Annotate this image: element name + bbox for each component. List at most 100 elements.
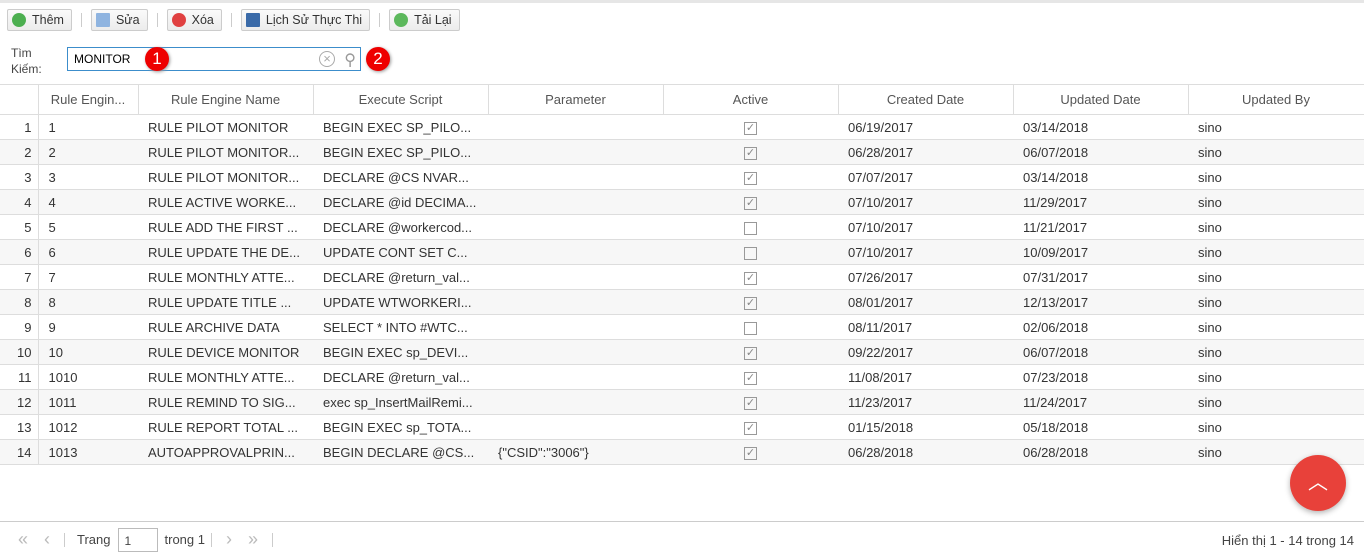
refresh-icon [394, 12, 409, 27]
delete-button[interactable]: Xóa [166, 8, 222, 31]
add-button[interactable]: Thêm [7, 8, 72, 31]
cell: 4 [38, 189, 138, 215]
table-row[interactable]: 7 7 RULE MONTHLY ATTE... DECLARE @return_va… [0, 264, 1364, 290]
cell: 11/29/2017 [1013, 189, 1188, 215]
column-header[interactable]: Active [663, 84, 839, 115]
page-label: Trang [77, 532, 111, 547]
column-header[interactable] [0, 84, 39, 115]
cell: sino [1188, 264, 1364, 290]
search-input[interactable] [68, 48, 308, 70]
cell: 1 [38, 114, 138, 140]
cell: RULE ARCHIVE DATA [138, 314, 313, 340]
cell: 9 [38, 314, 138, 340]
cell: 09/22/2017 [838, 339, 1013, 365]
active-checkbox[interactable] [744, 246, 757, 260]
divider [379, 12, 381, 27]
active-cell: ✓ [663, 189, 838, 215]
cell: 08/11/2017 [838, 314, 1013, 340]
divider [210, 532, 212, 547]
cell: 1010 [38, 364, 138, 390]
table-row[interactable]: 1 1 RULE PILOT MONITOR BEGIN EXEC SP_PILO..… [0, 114, 1364, 140]
active-checkbox[interactable]: ✓ [744, 171, 757, 185]
cell [488, 389, 663, 415]
active-checkbox[interactable]: ✓ [744, 371, 757, 385]
edit-button[interactable]: Sửa [90, 8, 148, 31]
reload-button[interactable]: Tải Lại [389, 8, 460, 31]
column-header[interactable]: Execute Script [313, 84, 489, 115]
active-checkbox[interactable]: ✓ [744, 396, 757, 410]
cell: {"CSID":"3006"} [488, 439, 663, 465]
page-input[interactable]: 1 [117, 527, 158, 552]
cell: 06/07/2018 [1013, 139, 1188, 165]
row-number: 14 [0, 439, 39, 465]
column-header[interactable]: Created Date [838, 84, 1014, 115]
cell: sino [1188, 139, 1364, 165]
table-row[interactable]: 2 2 RULE PILOT MONITOR... BEGIN EXEC SP_PIL… [0, 139, 1364, 165]
search-box: × ⚲ [67, 47, 361, 71]
active-checkbox[interactable]: ✓ [744, 196, 757, 210]
active-checkbox[interactable]: ✓ [744, 121, 757, 135]
cell: 6 [38, 239, 138, 265]
cell: 06/19/2017 [838, 114, 1013, 140]
table-row[interactable]: 4 4 RULE ACTIVE WORKE... DECLARE @id DECIMA… [0, 189, 1364, 215]
cell [488, 239, 663, 265]
cell [488, 364, 663, 390]
active-checkbox[interactable] [744, 321, 757, 335]
active-checkbox[interactable]: ✓ [744, 346, 757, 360]
cell [488, 314, 663, 340]
cell: 06/28/2017 [838, 139, 1013, 165]
active-checkbox[interactable]: ✓ [744, 446, 757, 460]
cell: UPDATE CONT SET C... [313, 239, 488, 265]
table-row[interactable]: 3 3 RULE PILOT MONITOR... DECLARE @CS NVAR.… [0, 164, 1364, 190]
plus-icon [12, 12, 26, 27]
column-header[interactable]: Updated By [1188, 84, 1364, 115]
table-row[interactable]: 10 10 RULE DEVICE MONITOR BEGIN EXEC sp_DEV… [0, 339, 1364, 365]
row-number: 3 [0, 164, 39, 190]
active-checkbox[interactable]: ✓ [744, 296, 757, 310]
first-page-icon[interactable]: « [18, 529, 29, 549]
table-row[interactable]: 6 6 RULE UPDATE THE DE... UPDATE CONT SET C… [0, 239, 1364, 265]
last-page-icon[interactable]: » [247, 529, 258, 549]
table-row[interactable]: 14 1013 AUTOAPPROVALPRIN... BEGIN DECLARE @… [0, 439, 1364, 465]
cell [488, 189, 663, 215]
history-button[interactable]: Lịch Sử Thực Thi [240, 8, 371, 31]
active-checkbox[interactable]: ✓ [744, 146, 757, 160]
prev-page-icon[interactable]: ‹ [44, 529, 51, 549]
active-checkbox[interactable]: ✓ [744, 271, 757, 285]
column-header[interactable]: Rule Engine Name [138, 84, 314, 115]
active-checkbox[interactable] [744, 221, 757, 235]
row-number: 6 [0, 239, 39, 265]
table-row[interactable]: 13 1012 RULE REPORT TOTAL ... BEGIN EXEC sp… [0, 414, 1364, 440]
cell: sino [1188, 314, 1364, 340]
cell: BEGIN EXEC SP_PILO... [313, 139, 488, 165]
chevron-up-icon: ︿ [1308, 472, 1328, 494]
cell: RULE REPORT TOTAL ... [138, 414, 313, 440]
cell: sino [1188, 239, 1364, 265]
column-header[interactable]: Rule Engin... [38, 84, 139, 115]
clear-icon[interactable]: × [319, 51, 335, 67]
scroll-top-button[interactable]: ︿ [1290, 455, 1346, 511]
row-number: 2 [0, 139, 39, 165]
cell: RULE PILOT MONITOR... [138, 139, 313, 165]
cell: sino [1188, 214, 1364, 240]
cell: RULE REMIND TO SIG... [138, 389, 313, 415]
table-row[interactable]: 11 1010 RULE MONTHLY ATTE... DECLARE @retur… [0, 364, 1364, 390]
cell: sino [1188, 364, 1364, 390]
active-cell: ✓ [663, 439, 838, 465]
column-header[interactable]: Updated Date [1013, 84, 1189, 115]
cell: RULE ADD THE FIRST ... [138, 214, 313, 240]
cell: 8 [38, 289, 138, 315]
cell: 07/10/2017 [838, 239, 1013, 265]
table-row[interactable]: 9 9 RULE ARCHIVE DATA SELECT * INTO #WTC...… [0, 314, 1364, 340]
cell: DECLARE @workercod... [313, 214, 488, 240]
table-row[interactable]: 5 5 RULE ADD THE FIRST ... DECLARE @workerc… [0, 214, 1364, 240]
search-label: Tìm Kiếm: [11, 46, 42, 76]
cell: DECLARE @return_val... [313, 264, 488, 290]
table-row[interactable]: 12 1011 RULE REMIND TO SIG... exec sp_Inser… [0, 389, 1364, 415]
table-row[interactable]: 8 8 RULE UPDATE TITLE ... UPDATE WTWORKERI.… [0, 289, 1364, 315]
active-checkbox[interactable]: ✓ [744, 421, 757, 435]
column-header[interactable]: Parameter [488, 84, 664, 115]
search-icon[interactable]: ⚲ [344, 52, 356, 69]
book-icon [245, 12, 260, 27]
next-page-icon[interactable]: › [225, 529, 232, 549]
